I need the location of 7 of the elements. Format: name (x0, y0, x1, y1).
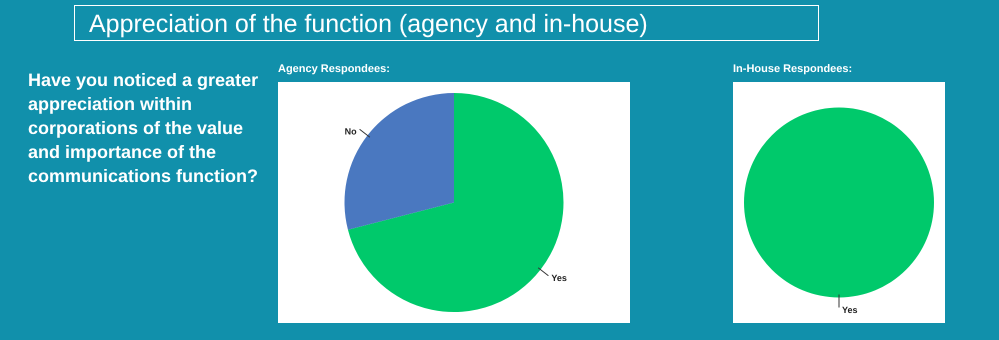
slice-label: No (344, 126, 358, 137)
text: Have you noticed a greater appreciation within corporations of the value and importance of the communications function? (28, 69, 260, 188)
slice-label: Yes (551, 273, 567, 284)
text: Appreciation of the function (agency and in-house) (74, 5, 819, 41)
chart-title: Agency Respondees: (278, 62, 391, 77)
slice-label: Yes (842, 304, 858, 315)
chart-title: In-House Respondees: (733, 62, 854, 77)
